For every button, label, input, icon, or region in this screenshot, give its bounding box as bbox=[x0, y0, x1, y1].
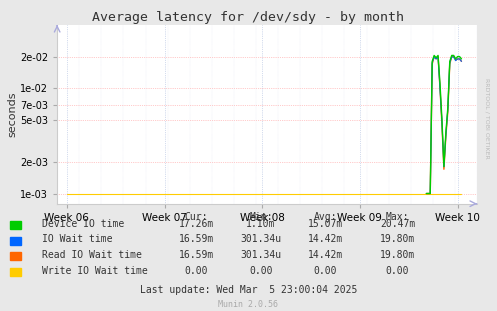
Text: Avg:: Avg: bbox=[314, 212, 337, 222]
Text: 14.42m: 14.42m bbox=[308, 234, 343, 244]
Y-axis label: seconds: seconds bbox=[7, 91, 17, 137]
Text: 17.26m: 17.26m bbox=[179, 219, 214, 229]
Text: 301.34u: 301.34u bbox=[241, 234, 281, 244]
Text: 1.10m: 1.10m bbox=[246, 219, 276, 229]
Text: RRDTOOL / TOBI OETIKER: RRDTOOL / TOBI OETIKER bbox=[485, 78, 490, 159]
Text: Cur:: Cur: bbox=[184, 212, 208, 222]
Text: Min:: Min: bbox=[249, 212, 273, 222]
Text: 15.07m: 15.07m bbox=[308, 219, 343, 229]
Text: Device IO time: Device IO time bbox=[42, 219, 124, 229]
Text: 0.00: 0.00 bbox=[314, 266, 337, 276]
Text: 19.80m: 19.80m bbox=[380, 250, 415, 260]
Text: Munin 2.0.56: Munin 2.0.56 bbox=[219, 300, 278, 309]
Text: Read IO Wait time: Read IO Wait time bbox=[42, 250, 142, 260]
Text: Max:: Max: bbox=[386, 212, 410, 222]
Text: Write IO Wait time: Write IO Wait time bbox=[42, 266, 148, 276]
Text: 19.80m: 19.80m bbox=[380, 234, 415, 244]
Text: 0.00: 0.00 bbox=[386, 266, 410, 276]
Text: IO Wait time: IO Wait time bbox=[42, 234, 113, 244]
Text: 0.00: 0.00 bbox=[249, 266, 273, 276]
Text: 0.00: 0.00 bbox=[184, 266, 208, 276]
Text: 16.59m: 16.59m bbox=[179, 234, 214, 244]
Text: 16.59m: 16.59m bbox=[179, 250, 214, 260]
Text: 20.47m: 20.47m bbox=[380, 219, 415, 229]
Text: Average latency for /dev/sdy - by month: Average latency for /dev/sdy - by month bbox=[92, 11, 405, 24]
Text: 301.34u: 301.34u bbox=[241, 250, 281, 260]
Text: Last update: Wed Mar  5 23:00:04 2025: Last update: Wed Mar 5 23:00:04 2025 bbox=[140, 285, 357, 295]
Text: 14.42m: 14.42m bbox=[308, 250, 343, 260]
